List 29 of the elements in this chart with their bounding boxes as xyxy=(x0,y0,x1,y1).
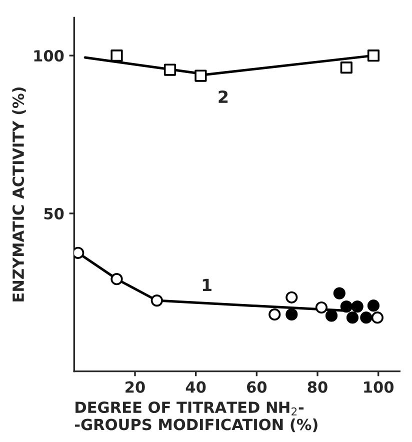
point xyxy=(346,312,359,324)
point xyxy=(367,50,380,62)
point xyxy=(325,310,338,322)
x-axis-title: DEGREE OF TITRATED NH$_{2}$- -GROUPS MODIFICATION (%) xyxy=(74,401,318,432)
x-tick-label: 80 xyxy=(308,381,328,393)
point xyxy=(150,294,163,307)
point xyxy=(286,291,298,304)
point xyxy=(194,70,207,82)
x-tick-label: 40 xyxy=(186,381,206,393)
point xyxy=(351,300,364,313)
y-axis-title: ENZYMATIC ACTIVITY (%) xyxy=(12,88,26,302)
x-tick-label: 20 xyxy=(126,381,145,393)
point xyxy=(286,308,298,321)
point xyxy=(340,300,352,313)
point xyxy=(360,312,372,324)
x-tick-label: 60 xyxy=(246,381,267,393)
point xyxy=(110,273,123,286)
annotation: 1 xyxy=(202,278,212,292)
point xyxy=(164,64,176,76)
point xyxy=(268,308,281,321)
point xyxy=(333,287,346,300)
point xyxy=(367,300,380,312)
y-tick-label: 50 xyxy=(44,208,64,220)
point xyxy=(315,301,328,314)
x-tick-label: 100 xyxy=(364,381,394,393)
point xyxy=(371,312,384,324)
point xyxy=(110,50,123,62)
annotation: 2 xyxy=(218,90,228,103)
point xyxy=(340,62,352,74)
